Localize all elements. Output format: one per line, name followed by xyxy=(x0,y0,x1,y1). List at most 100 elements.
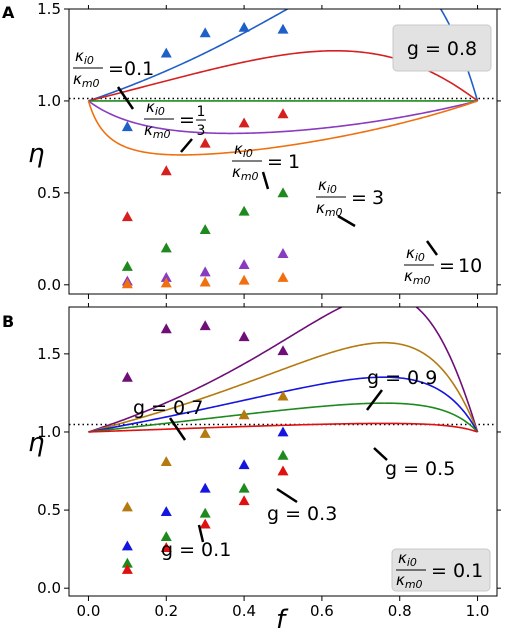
annotation-text: g = 0.5 xyxy=(385,458,455,480)
data-point-g-0-1 xyxy=(121,563,133,574)
panel-b-plot-area xyxy=(69,307,497,574)
series-line-ratio-10 xyxy=(87,100,478,156)
kappa-denominator: κm0 xyxy=(144,121,171,141)
annotation-arrow xyxy=(366,389,383,411)
data-point-ratio-3 xyxy=(160,271,172,282)
data-point-ratio-10 xyxy=(160,277,172,288)
data-point-g-0-7 xyxy=(160,456,172,467)
y-tick-label: 1.5 xyxy=(37,0,61,18)
annotation-g-0-7: g = 0.7 xyxy=(133,397,203,441)
annotation-ratio-1: κi0 κm0 = 1 xyxy=(232,140,300,190)
data-point-ratio-1 xyxy=(160,242,172,253)
third-numerator: 1 xyxy=(197,104,206,120)
data-point-ratio-1 xyxy=(277,187,289,198)
data-point-ratio-10 xyxy=(199,276,211,287)
y-tick-label: 0.0 xyxy=(37,579,61,597)
series-line-ratio-3 xyxy=(87,100,478,135)
annotation-text: g = 0.7 xyxy=(133,397,203,419)
kappa-sub: m0 xyxy=(325,206,343,219)
annotation-arrow xyxy=(425,240,439,256)
data-point-g-0-5 xyxy=(238,459,250,470)
data-point-ratio-3 xyxy=(277,248,289,258)
annotation-ratio-0-1: κi0 κm0 = 0.1 xyxy=(73,47,154,110)
annotation-arrow xyxy=(276,487,298,504)
data-point-g-0-3 xyxy=(238,482,250,493)
annotation-arrow xyxy=(197,524,205,543)
annotation-arrow xyxy=(180,138,193,153)
kappa-numerator: κi0 xyxy=(146,98,165,118)
series-line-g-0-1 xyxy=(88,422,478,433)
equals: = xyxy=(179,109,195,131)
data-point-ratio-10 xyxy=(238,274,250,285)
equals: = xyxy=(439,255,455,277)
data-point-g-0-3 xyxy=(277,449,289,460)
data-point-g-0-9 xyxy=(160,323,172,334)
kappa-sub: i0 xyxy=(155,105,165,118)
panel-b: 0.0 0.5 1.0 1.5 0.0 0.2 0.4 0.6 0.8 1.0 B η f κi0… xyxy=(2,303,501,635)
kappa-denominator: κm0 xyxy=(396,571,423,591)
ratio-value: 10 xyxy=(458,255,482,277)
y-tick-label: 0.5 xyxy=(37,501,61,519)
panel-a-markers xyxy=(121,21,289,289)
data-point-ratio-1-3 xyxy=(199,137,211,148)
y-tick-label: 1.0 xyxy=(37,92,61,110)
y-tick-label: 0.5 xyxy=(37,184,61,202)
panel-b-param-box xyxy=(391,548,491,592)
data-point-g-0-7 xyxy=(238,409,250,420)
panel-a-param-box-text: g = 0.8 xyxy=(407,38,477,60)
kappa-denominator: κm0 xyxy=(404,267,431,287)
data-point-g-0-7 xyxy=(199,428,211,438)
x-tick-label: 0.8 xyxy=(388,602,412,620)
kappa-numerator: κi0 xyxy=(234,140,253,160)
data-point-ratio-1-3 xyxy=(277,108,289,119)
annotation-ratio-3: κi0 κm0 = 3 xyxy=(316,176,384,228)
data-point-ratio-3 xyxy=(199,266,211,277)
panel-b-param-box-text: κi0 κm0 = 0.1 xyxy=(396,549,483,591)
kappa-sub: i0 xyxy=(84,54,94,67)
series-line-g-0-3 xyxy=(88,402,479,433)
kappa-sub: m0 xyxy=(153,128,171,141)
data-point-g-0-7 xyxy=(277,390,289,401)
kappa-denominator: κm0 xyxy=(232,163,259,183)
x-tick-label: 0.4 xyxy=(232,602,256,620)
data-point-ratio-1-3 xyxy=(121,211,133,222)
data-point-g-0-9 xyxy=(238,331,250,342)
data-point-ratio-3 xyxy=(238,259,250,269)
kappa-sub: i0 xyxy=(327,183,337,196)
data-point-g-0-5 xyxy=(160,506,172,517)
data-point-ratio-1-3 xyxy=(238,117,250,128)
panel-b-frame xyxy=(68,306,498,597)
data-point-ratio-0-1 xyxy=(277,23,289,34)
x-tick-label: 0.0 xyxy=(77,602,101,620)
equals: = xyxy=(267,151,283,173)
kappa-numerator: κi0 xyxy=(398,549,417,569)
series-line-g-0-7 xyxy=(88,341,479,433)
y-tick-label: 0.0 xyxy=(37,276,61,294)
data-point-g-0-9 xyxy=(199,320,211,331)
data-point-ratio-10 xyxy=(277,271,289,282)
third-denominator: 3 xyxy=(197,123,206,139)
data-point-g-0-1 xyxy=(238,495,250,506)
kappa-sub: i0 xyxy=(243,147,253,160)
data-point-g-0-1 xyxy=(277,465,289,476)
data-point-ratio-1 xyxy=(238,205,250,216)
data-point-ratio-0-1 xyxy=(160,47,172,58)
data-point-ratio-1 xyxy=(199,224,211,235)
annotation-g-0-9: g = 0.9 xyxy=(366,367,437,411)
annotation-g-0-1: g = 0.1 xyxy=(161,524,231,561)
panel-a-param-box xyxy=(392,24,492,72)
panel-b-markers xyxy=(121,320,289,574)
data-point-ratio-0-1 xyxy=(238,21,250,32)
box-value: = 0.1 xyxy=(431,560,483,582)
kappa-denominator: κm0 xyxy=(316,199,343,219)
panel-b-letter: B xyxy=(2,312,14,331)
annotation-g-0-3: g = 0.3 xyxy=(267,487,337,525)
panel-b-y-axis-label: η xyxy=(28,428,44,458)
equals: = xyxy=(108,58,124,80)
ratio-value: 3 xyxy=(372,187,384,209)
data-point-g-0-3 xyxy=(160,531,172,542)
x-tick-label: 0.2 xyxy=(154,602,178,620)
panel-a-series-lines xyxy=(87,9,479,156)
data-point-g-0-1 xyxy=(160,542,172,552)
